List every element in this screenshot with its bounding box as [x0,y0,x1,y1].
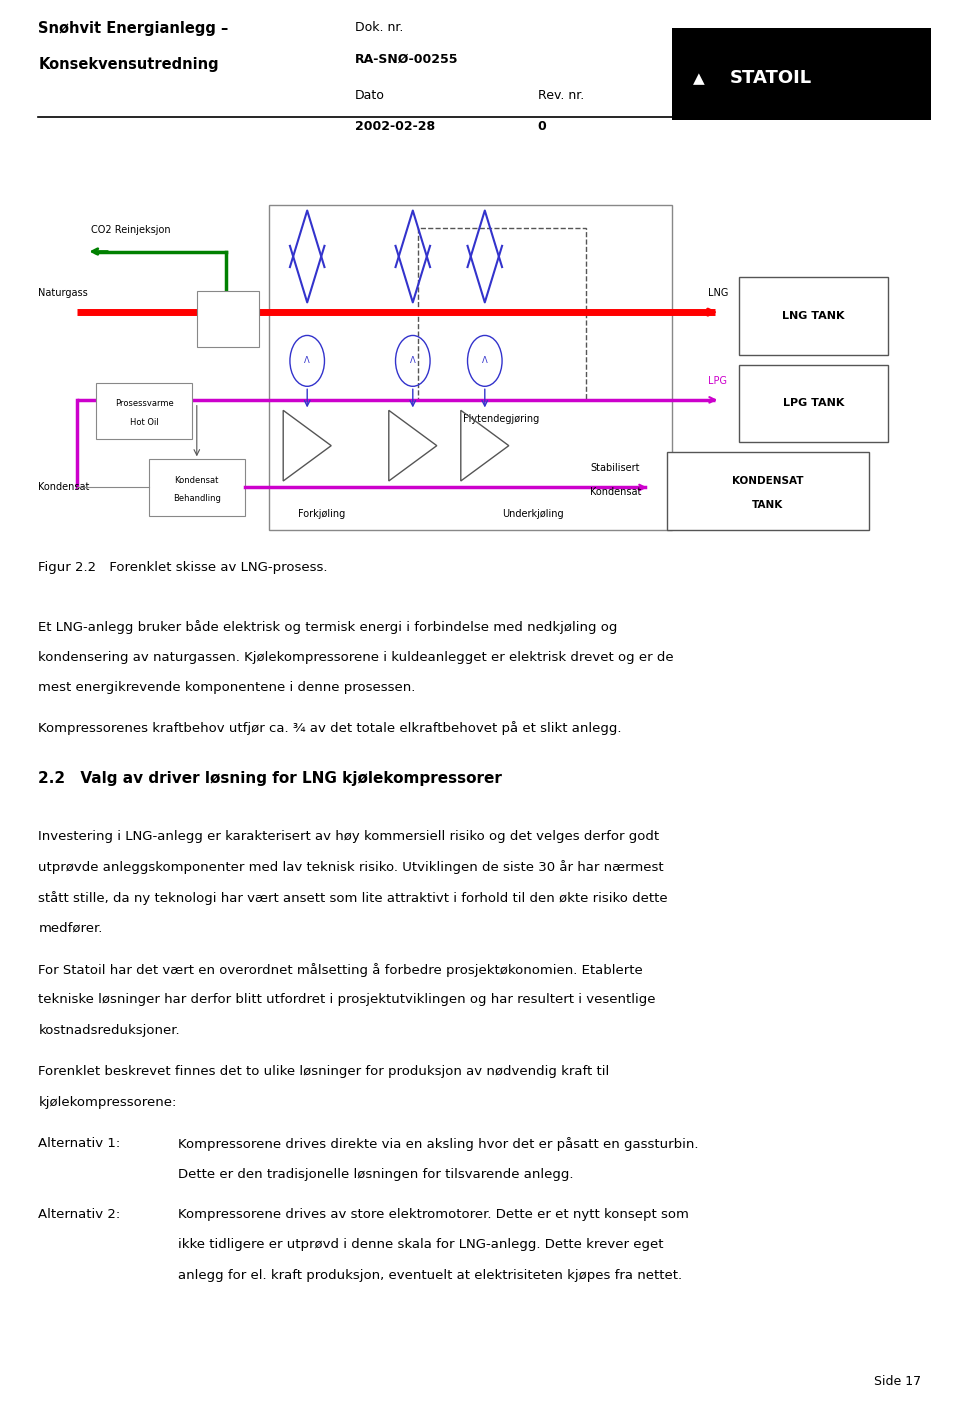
Text: Alternativ 1:: Alternativ 1: [38,1137,121,1150]
Text: Investering i LNG-anlegg er karakterisert av høy kommersiell risiko og det velge: Investering i LNG-anlegg er karakteriser… [38,831,660,844]
Text: Rev. nr.: Rev. nr. [538,89,584,102]
Text: Konsekvensutredning: Konsekvensutredning [38,57,219,72]
Text: CO2: CO2 [219,308,237,317]
Text: kondensering av naturgassen. Kjølekompressorene i kuldeanlegget er elektrisk dre: kondensering av naturgassen. Kjølekompre… [38,651,674,664]
Text: RA-SNØ-00255: RA-SNØ-00255 [355,52,459,65]
Text: Λ: Λ [482,356,488,366]
Text: Λ: Λ [304,356,310,366]
Text: Stabilisert: Stabilisert [590,463,640,473]
Text: ikke tidligere er utprøvd i denne skala for LNG-anlegg. Dette krever eget: ikke tidligere er utprøvd i denne skala … [178,1238,663,1252]
Text: Hot Oil: Hot Oil [130,418,158,427]
Text: Prosessvarme: Prosessvarme [114,400,174,408]
Text: Dette er den tradisjonelle løsningen for tilsvarende anlegg.: Dette er den tradisjonelle løsningen for… [178,1169,573,1181]
Text: 2.2 Valg av driver løsning for LNG kjølekompressorer: 2.2 Valg av driver løsning for LNG kjøle… [38,771,502,787]
Text: Kondensat: Kondensat [590,487,642,497]
Text: 2002-02-28: 2002-02-28 [355,120,435,133]
Text: LPG: LPG [708,376,728,386]
FancyBboxPatch shape [667,452,869,530]
Text: Kompressorenes kraftbehov utfjør ca. ¾ av det totale elkraftbehovet på et slikt : Kompressorenes kraftbehov utfjør ca. ¾ a… [38,722,622,735]
Text: utprøvde anleggskomponenter med lav teknisk risiko. Utviklingen de siste 30 år h: utprøvde anleggskomponenter med lav tekn… [38,861,664,875]
Text: 0: 0 [538,120,546,133]
Text: Kondensat: Kondensat [175,476,219,485]
FancyBboxPatch shape [739,365,888,442]
Text: Kompressorene drives direkte via en aksling hvor det er påsatt en gassturbin.: Kompressorene drives direkte via en aksl… [178,1137,698,1152]
Text: medfører.: medfører. [38,921,103,934]
Text: Flytendegjøring: Flytendegjøring [464,414,540,424]
Text: Underkjøling: Underkjøling [502,509,564,519]
Text: Naturgass: Naturgass [38,288,88,298]
Text: LPG TANK: LPG TANK [783,398,844,408]
Text: Λ: Λ [410,356,416,366]
Text: LNG: LNG [708,288,729,298]
Text: anlegg for el. kraft produksjon, eventuelt at elektrisiteten kjøpes fra nettet.: anlegg for el. kraft produksjon, eventue… [178,1269,682,1282]
Text: Kondensat: Kondensat [38,482,90,493]
FancyBboxPatch shape [149,459,245,516]
Text: CO2 Reinjeksjon: CO2 Reinjeksjon [91,225,171,235]
Text: kjølekompressorene:: kjølekompressorene: [38,1096,177,1109]
Text: tekniske løsninger har derfor blitt utfordret i prosjektutviklingen og har resul: tekniske løsninger har derfor blitt utfo… [38,993,656,1006]
FancyBboxPatch shape [197,291,259,348]
Text: kostnadsreduksjoner.: kostnadsreduksjoner. [38,1024,180,1037]
Text: Side 17: Side 17 [875,1375,922,1388]
Text: LNG TANK: LNG TANK [782,311,845,321]
Text: ▲: ▲ [693,71,705,86]
FancyBboxPatch shape [672,28,931,120]
Text: Figur 2.2 Forenklet skisse av LNG-prosess.: Figur 2.2 Forenklet skisse av LNG-proses… [38,561,328,574]
Text: Kompressorene drives av store elektromotorer. Dette er et nytt konsept som: Kompressorene drives av store elektromot… [178,1208,688,1221]
Text: TANK: TANK [753,500,783,510]
FancyBboxPatch shape [96,383,192,439]
Text: For Statoil har det vært en overordnet målsetting å forbedre prosjektøkonomien. : For Statoil har det vært en overordnet m… [38,964,643,976]
Text: Dok. nr.: Dok. nr. [355,21,403,34]
Text: Forenklet beskrevet finnes det to ulike løsninger for produksjon av nødvendig kr: Forenklet beskrevet finnes det to ulike … [38,1065,610,1078]
Text: Behandling: Behandling [173,495,221,503]
Text: stått stille, da ny teknologi har vært ansett som lite attraktivt i forhold til : stått stille, da ny teknologi har vært a… [38,892,668,904]
Text: Fjerning: Fjerning [209,326,247,335]
Text: Forkjøling: Forkjøling [298,509,346,519]
Text: KONDENSAT: KONDENSAT [732,476,804,486]
FancyBboxPatch shape [739,277,888,355]
Text: Alternativ 2:: Alternativ 2: [38,1208,121,1221]
Text: Et LNG-anlegg bruker både elektrisk og termisk energi i forbindelse med nedkjøli: Et LNG-anlegg bruker både elektrisk og t… [38,620,618,634]
Text: mest energikrevende komponentene i denne prosessen.: mest energikrevende komponentene i denne… [38,681,416,694]
Text: Snøhvit Energianlegg –: Snøhvit Energianlegg – [38,21,228,37]
FancyBboxPatch shape [269,205,672,530]
Text: Dato: Dato [355,89,385,102]
Text: STATOIL: STATOIL [730,69,812,88]
